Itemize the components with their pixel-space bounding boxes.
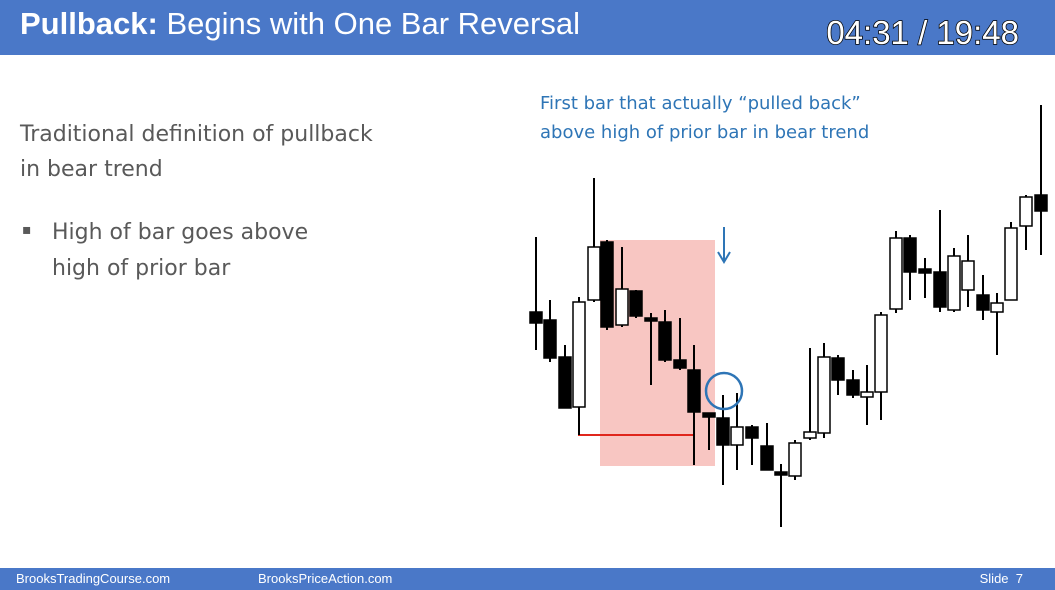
candle-body <box>788 442 802 477</box>
footer-right: Slide 7 <box>979 571 1023 586</box>
candle-body <box>817 356 831 434</box>
candle-body <box>990 302 1004 313</box>
candle-body <box>644 317 658 322</box>
slide-title: Pullback: Begins with One Bar Reversal <box>20 6 580 42</box>
candle-body <box>587 246 601 301</box>
candle-body <box>687 369 701 413</box>
candle-body <box>615 288 629 326</box>
candle-body <box>658 321 672 361</box>
candle-body <box>745 426 759 439</box>
video-timer: 04:31 / 19:48 <box>826 13 1020 52</box>
arrow-head <box>717 251 731 264</box>
candle-body <box>629 290 643 317</box>
heading-line: Traditional definition of pullback <box>20 122 373 147</box>
bullet-icon: ▪ <box>22 222 32 238</box>
candle-body <box>558 356 572 409</box>
candle-body <box>961 260 975 291</box>
candle-body <box>716 417 730 446</box>
candle-body <box>803 431 817 439</box>
candle-body <box>1034 194 1048 212</box>
chart-illustration <box>529 105 1048 527</box>
candle-body <box>889 237 903 310</box>
candle-body <box>860 391 874 398</box>
candle-body <box>947 255 961 311</box>
candle-body <box>1004 227 1018 301</box>
candle-body <box>903 237 917 273</box>
candle-body <box>846 379 860 396</box>
highlight-box <box>600 240 715 466</box>
title-rest: Begins with One Bar Reversal <box>166 6 580 41</box>
candle-body <box>760 445 774 471</box>
candle-body <box>543 319 557 359</box>
candle-body <box>918 268 932 274</box>
candle-body <box>874 314 888 393</box>
candle-body <box>572 301 586 408</box>
title-bold: Pullback: <box>20 6 158 41</box>
candle-body <box>1019 196 1033 227</box>
candle-body <box>730 426 744 446</box>
candle-body <box>774 471 788 476</box>
heading-line: in bear trend <box>20 157 163 182</box>
header-bar <box>0 0 1055 55</box>
footer-left: BrooksTradingCourse.com <box>16 571 171 586</box>
candles <box>529 105 1048 527</box>
annotation-line: above high of prior bar in bear trend <box>540 122 870 143</box>
footer-bar: BrooksTradingCourse.com BrooksPriceActio… <box>0 568 1055 590</box>
bullet-line: High of bar goes above <box>52 220 309 245</box>
candle-body <box>933 271 947 308</box>
candle-body <box>529 311 543 324</box>
annotation-line: First bar that actually “pulled back” <box>540 93 861 114</box>
candle-body <box>702 412 716 418</box>
candle-body <box>600 241 614 328</box>
footer-center: BrooksPriceAction.com <box>258 571 393 586</box>
bullet-line: high of prior bar <box>52 256 231 281</box>
candle-body <box>976 294 990 311</box>
candle-body <box>673 359 687 369</box>
highlight-circle <box>704 371 744 411</box>
candle-body <box>831 357 845 381</box>
